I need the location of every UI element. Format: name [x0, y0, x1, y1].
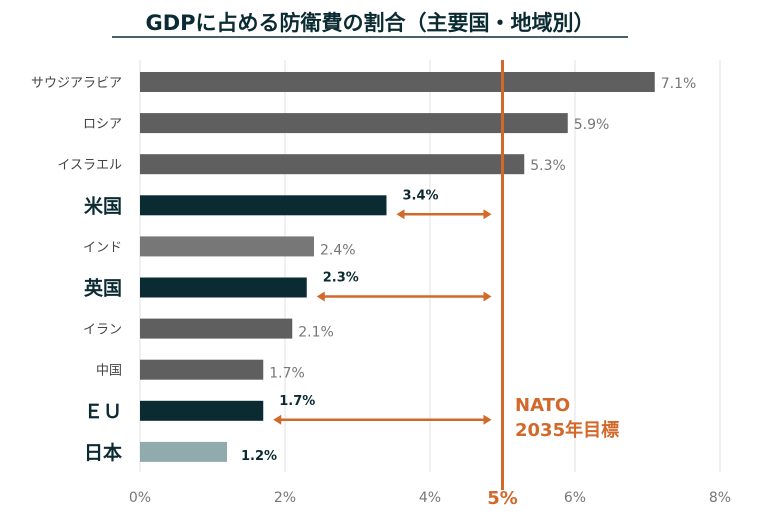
x-tick-label: 2% [274, 490, 296, 506]
x-tick-label: 8% [709, 490, 731, 506]
data-label: 2.3% [323, 271, 359, 286]
reference-label: 5% [487, 488, 518, 509]
gap-arrow [396, 209, 492, 220]
data-label: 1.2% [241, 449, 277, 464]
bar [140, 441, 227, 462]
data-label: 7.1% [661, 76, 697, 92]
data-label: 1.7% [279, 394, 315, 409]
data-label: 2.4% [320, 242, 356, 258]
data-label: 1.7% [269, 366, 305, 382]
category-label: ＥＵ [84, 401, 122, 423]
data-label: 5.3% [530, 158, 566, 174]
category-label: 中国 [96, 364, 122, 379]
reference-annotation: 2035年目標 [515, 419, 619, 441]
bar [140, 236, 314, 257]
gap-arrow [316, 291, 492, 302]
gap-arrow [273, 414, 492, 425]
bar [140, 154, 525, 175]
category-label: 日本 [84, 441, 122, 464]
bar [140, 318, 293, 339]
category-label: ロシア [83, 117, 122, 132]
data-label: 3.4% [403, 188, 439, 203]
category-label: 米国 [84, 194, 122, 217]
reference-annotation: NATO [515, 395, 570, 416]
bar [140, 277, 307, 298]
bar [140, 195, 387, 216]
category-label: サウジアラビア [31, 76, 122, 91]
data-label: 5.9% [574, 117, 610, 133]
chart-title: GDPに占める防衛費の割合（主要国・地域別） [145, 11, 594, 35]
category-label: 英国 [84, 277, 122, 300]
category-label: イラン [83, 323, 122, 338]
bar [140, 72, 655, 92]
category-label: イスラエル [57, 158, 122, 173]
x-tick-label: 4% [419, 490, 441, 506]
x-tick-label: 0% [129, 490, 151, 506]
data-label: 2.1% [298, 325, 334, 341]
bar [140, 113, 568, 134]
bar [140, 359, 264, 380]
x-tick-label: 6% [564, 490, 586, 506]
category-label: インド [83, 240, 122, 255]
bar [140, 400, 264, 421]
